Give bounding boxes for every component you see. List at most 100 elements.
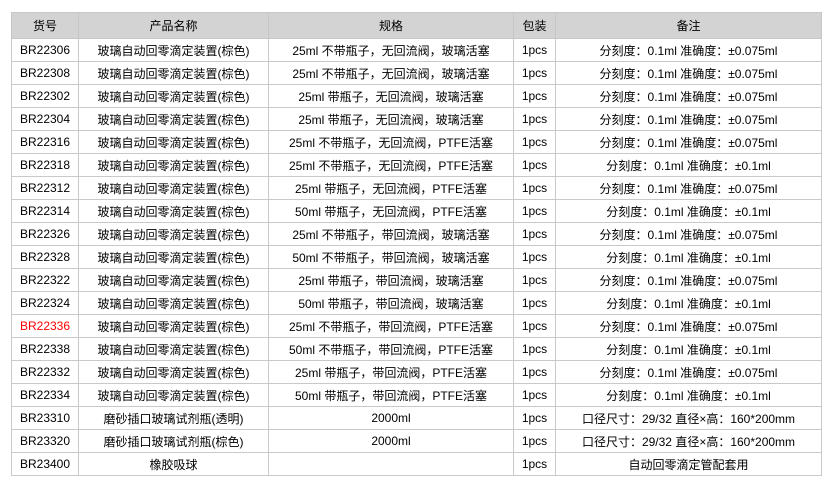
cell-spec: 25ml 不带瓶子，带回流阀，玻璃活塞 <box>268 222 514 246</box>
cell-spec <box>268 452 514 476</box>
cell-packing: 1pcs <box>513 153 556 177</box>
cell-packing: 1pcs <box>513 107 556 131</box>
column-header-product-name: 产品名称 <box>78 12 269 39</box>
table-row: BR22332 玻璃自动回零滴定装置(棕色) 25ml 带瓶子，带回流阀，PTFE活… <box>11 360 822 384</box>
cell-spec: 25ml 带瓶子，无回流阀，玻璃活塞 <box>268 84 514 108</box>
cell-product-name: 玻璃自动回零滴定装置(棕色) <box>78 337 269 361</box>
cell-packing: 1pcs <box>513 245 556 269</box>
cell-spec: 25ml 不带瓶子，带回流阀，PTFE活塞 <box>268 314 514 338</box>
cell-product-name: 玻璃自动回零滴定装置(棕色) <box>78 130 269 154</box>
cell-packing: 1pcs <box>513 130 556 154</box>
header-row: 货号 产品名称 规格 包装 备注 <box>11 12 822 39</box>
cell-item-no: BR22326 <box>11 222 79 246</box>
cell-product-name: 玻璃自动回零滴定装置(棕色) <box>78 245 269 269</box>
table-row: BR22312 玻璃自动回零滴定装置(棕色) 25ml 带瓶子，无回流阀，PTFE活… <box>11 176 822 200</box>
table-row: BR22322 玻璃自动回零滴定装置(棕色) 25ml 带瓶子，带回流阀，玻璃活塞 1… <box>11 268 822 292</box>
cell-packing: 1pcs <box>513 222 556 246</box>
cell-remark: 分刻度：0.1ml 准确度：±0.1ml <box>555 337 822 361</box>
cell-remark: 分刻度：0.1ml 准确度：±0.1ml <box>555 245 822 269</box>
cell-spec: 50ml 带瓶子，无回流阀，PTFE活塞 <box>268 199 514 223</box>
cell-remark: 分刻度：0.1ml 准确度：±0.075ml <box>555 268 822 292</box>
column-header-remark: 备注 <box>555 12 822 39</box>
cell-product-name: 玻璃自动回零滴定装置(棕色) <box>78 176 269 200</box>
cell-packing: 1pcs <box>513 61 556 85</box>
cell-spec: 25ml 不带瓶子，无回流阀，玻璃活塞 <box>268 61 514 85</box>
cell-spec: 50ml 不带瓶子，带回流阀，PTFE活塞 <box>268 337 514 361</box>
cell-remark: 口径尺寸：29/32 直径×高：160*200mm <box>555 406 822 430</box>
cell-product-name: 玻璃自动回零滴定装置(棕色) <box>78 107 269 131</box>
cell-remark: 自动回零滴定管配套用 <box>555 452 822 476</box>
table-row: BR22316 玻璃自动回零滴定装置(棕色) 25ml 不带瓶子，无回流阀，PTFE… <box>11 130 822 154</box>
table-row: BR22306 玻璃自动回零滴定装置(棕色) 25ml 不带瓶子，无回流阀，玻璃活塞… <box>11 38 822 62</box>
cell-remark: 分刻度：0.1ml 准确度：±0.1ml <box>555 291 822 315</box>
cell-remark: 分刻度：0.1ml 准确度：±0.075ml <box>555 222 822 246</box>
cell-remark: 分刻度：0.1ml 准确度：±0.075ml <box>555 38 822 62</box>
table-row: BR22304 玻璃自动回零滴定装置(棕色) 25ml 带瓶子，无回流阀，玻璃活塞 1… <box>11 107 822 131</box>
cell-item-no: BR22338 <box>11 337 79 361</box>
cell-spec: 25ml 不带瓶子，无回流阀，PTFE活塞 <box>268 130 514 154</box>
cell-remark: 分刻度：0.1ml 准确度：±0.075ml <box>555 314 822 338</box>
cell-product-name: 玻璃自动回零滴定装置(棕色) <box>78 291 269 315</box>
cell-item-no: BR22328 <box>11 245 79 269</box>
cell-packing: 1pcs <box>513 268 556 292</box>
cell-remark: 分刻度：0.1ml 准确度：±0.075ml <box>555 107 822 131</box>
cell-packing: 1pcs <box>513 429 556 453</box>
cell-remark: 分刻度：0.1ml 准确度：±0.075ml <box>555 84 822 108</box>
table-row: BR22336 玻璃自动回零滴定装置(棕色) 25ml 不带瓶子，带回流阀，PTFE… <box>11 314 822 338</box>
cell-remark: 口径尺寸：29/32 直径×高：160*200mm <box>555 429 822 453</box>
column-header-item-no: 货号 <box>11 12 79 39</box>
table-row: BR22326 玻璃自动回零滴定装置(棕色) 25ml 不带瓶子，带回流阀，玻璃活塞… <box>11 222 822 246</box>
cell-spec: 50ml 带瓶子，带回流阀，PTFE活塞 <box>268 383 514 407</box>
cell-product-name: 橡胶吸球 <box>78 452 269 476</box>
table-row: BR22338 玻璃自动回零滴定装置(棕色) 50ml 不带瓶子，带回流阀，PTFE… <box>11 337 822 361</box>
product-catalog: 货号 产品名称 规格 包装 备注 BR22306 玻璃自动回零滴定装置(棕色) 25… <box>11 12 822 476</box>
cell-packing: 1pcs <box>513 314 556 338</box>
cell-packing: 1pcs <box>513 176 556 200</box>
cell-spec: 50ml 不带瓶子，带回流阀，玻璃活塞 <box>268 245 514 269</box>
cell-item-no: BR23310 <box>11 406 79 430</box>
cell-spec: 25ml 不带瓶子，无回流阀，PTFE活塞 <box>268 153 514 177</box>
cell-item-no: BR22302 <box>11 84 79 108</box>
table-row: BR23320 磨砂插口玻璃试剂瓶(棕色) 2000ml 1pcs 口径尺寸：29/32… <box>11 429 822 453</box>
cell-remark: 分刻度：0.1ml 准确度：±0.1ml <box>555 383 822 407</box>
cell-product-name: 玻璃自动回零滴定装置(棕色) <box>78 84 269 108</box>
cell-spec: 25ml 带瓶子，无回流阀，PTFE活塞 <box>268 176 514 200</box>
cell-product-name: 磨砂插口玻璃试剂瓶(透明) <box>78 406 269 430</box>
cell-item-no: BR22334 <box>11 383 79 407</box>
cell-product-name: 玻璃自动回零滴定装置(棕色) <box>78 222 269 246</box>
cell-item-no: BR22324 <box>11 291 79 315</box>
table-row: BR22308 玻璃自动回零滴定装置(棕色) 25ml 不带瓶子，无回流阀，玻璃活塞… <box>11 61 822 85</box>
column-header-packing: 包装 <box>513 12 556 39</box>
cell-packing: 1pcs <box>513 360 556 384</box>
cell-packing: 1pcs <box>513 291 556 315</box>
cell-spec: 25ml 带瓶子，带回流阀，玻璃活塞 <box>268 268 514 292</box>
cell-spec: 25ml 不带瓶子，无回流阀，玻璃活塞 <box>268 38 514 62</box>
cell-product-name: 玻璃自动回零滴定装置(棕色) <box>78 314 269 338</box>
cell-product-name: 玻璃自动回零滴定装置(棕色) <box>78 199 269 223</box>
cell-item-no: BR22332 <box>11 360 79 384</box>
cell-item-no: BR22314 <box>11 199 79 223</box>
cell-packing: 1pcs <box>513 383 556 407</box>
cell-item-no: BR22316 <box>11 130 79 154</box>
cell-product-name: 玻璃自动回零滴定装置(棕色) <box>78 61 269 85</box>
cell-packing: 1pcs <box>513 199 556 223</box>
cell-spec: 50ml 带瓶子，带回流阀，玻璃活塞 <box>268 291 514 315</box>
cell-remark: 分刻度：0.1ml 准确度：±0.075ml <box>555 360 822 384</box>
cell-packing: 1pcs <box>513 84 556 108</box>
cell-remark: 分刻度：0.1ml 准确度：±0.075ml <box>555 61 822 85</box>
cell-item-no: BR22322 <box>11 268 79 292</box>
table-row: BR22324 玻璃自动回零滴定装置(棕色) 50ml 带瓶子，带回流阀，玻璃活塞 1… <box>11 291 822 315</box>
cell-item-no: BR22306 <box>11 38 79 62</box>
cell-packing: 1pcs <box>513 406 556 430</box>
cell-spec: 25ml 带瓶子，无回流阀，玻璃活塞 <box>268 107 514 131</box>
cell-spec: 25ml 带瓶子，带回流阀，PTFE活塞 <box>268 360 514 384</box>
cell-product-name: 玻璃自动回零滴定装置(棕色) <box>78 38 269 62</box>
table-row: BR23310 磨砂插口玻璃试剂瓶(透明) 2000ml 1pcs 口径尺寸：29/32… <box>11 406 822 430</box>
product-spec-table: 货号 产品名称 规格 包装 备注 BR22306 玻璃自动回零滴定装置(棕色) 25… <box>11 12 822 476</box>
table-row: BR22334 玻璃自动回零滴定装置(棕色) 50ml 带瓶子，带回流阀，PTFE活… <box>11 383 822 407</box>
table-row: BR23400 橡胶吸球 1pcs 自动回零滴定管配套用 <box>11 452 822 476</box>
cell-packing: 1pcs <box>513 452 556 476</box>
cell-item-no: BR23320 <box>11 429 79 453</box>
cell-remark: 分刻度：0.1ml 准确度：±0.1ml <box>555 153 822 177</box>
cell-product-name: 玻璃自动回零滴定装置(棕色) <box>78 360 269 384</box>
